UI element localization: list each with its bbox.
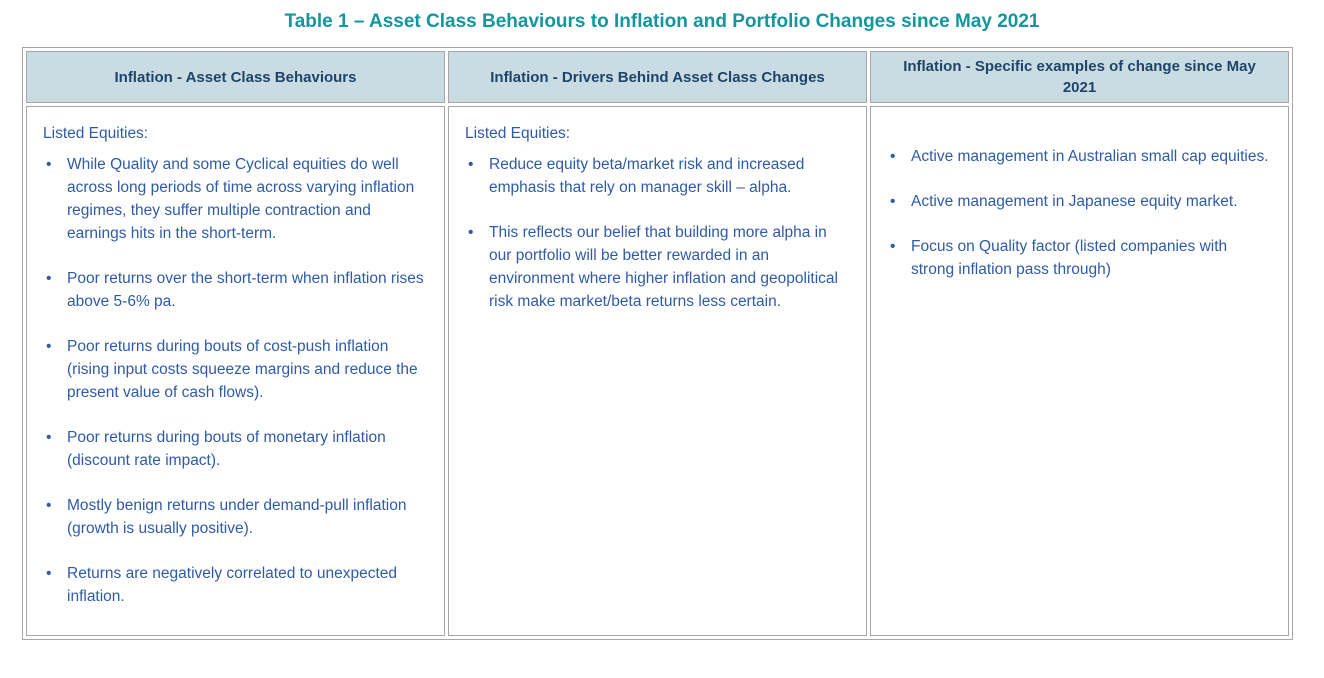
table-body: Listed Equities: While Quality and some … [26, 106, 1289, 636]
column-header-specific-examples: Inflation - Specific examples of change … [870, 51, 1289, 103]
bullet-item: Poor returns during bouts of monetary in… [43, 426, 429, 472]
table-header-row: Inflation - Asset Class Behaviours Infla… [26, 51, 1289, 103]
bullet-item: This reflects our belief that building m… [465, 221, 851, 313]
cell-specific-examples: Active management in Australian small ca… [870, 106, 1289, 636]
column-header-drivers-behind-changes: Inflation - Drivers Behind Asset Class C… [448, 51, 867, 103]
cell-heading-listed-equities: Listed Equities: [43, 125, 149, 142]
asset-class-table: Inflation - Asset Class Behaviours Infla… [22, 47, 1293, 640]
bullet-item: Focus on Quality factor (listed companie… [887, 235, 1273, 281]
bullet-item: Active management in Japanese equity mar… [887, 190, 1273, 213]
bullet-item: Reduce equity beta/market risk and incre… [465, 153, 851, 199]
bullet-item: Mostly benign returns under demand-pull … [43, 494, 429, 540]
bullet-item: While Quality and some Cyclical equities… [43, 153, 429, 245]
bullet-list-drivers: Reduce equity beta/market risk and incre… [465, 153, 851, 313]
cell-asset-class-behaviours: Listed Equities: While Quality and some … [26, 106, 445, 636]
bullet-item: Active management in Australian small ca… [887, 145, 1273, 168]
bullet-list-behaviours: While Quality and some Cyclical equities… [43, 153, 429, 608]
bullet-list-examples: Active management in Australian small ca… [887, 145, 1273, 281]
cell-heading-listed-equities: Listed Equities: [465, 125, 571, 142]
bullet-item: Poor returns during bouts of cost-push i… [43, 335, 429, 404]
bullet-item: Returns are negatively correlated to une… [43, 562, 429, 608]
bullet-item: Poor returns over the short-term when in… [43, 267, 429, 313]
cell-drivers-behind-changes: Listed Equities: Reduce equity beta/mark… [448, 106, 867, 636]
column-header-asset-class-behaviours: Inflation - Asset Class Behaviours [26, 51, 445, 103]
table-title: Table 1 – Asset Class Behaviours to Infl… [284, 11, 1040, 32]
